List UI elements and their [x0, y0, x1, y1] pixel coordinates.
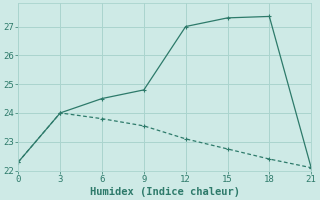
X-axis label: Humidex (Indice chaleur): Humidex (Indice chaleur) — [90, 186, 240, 197]
